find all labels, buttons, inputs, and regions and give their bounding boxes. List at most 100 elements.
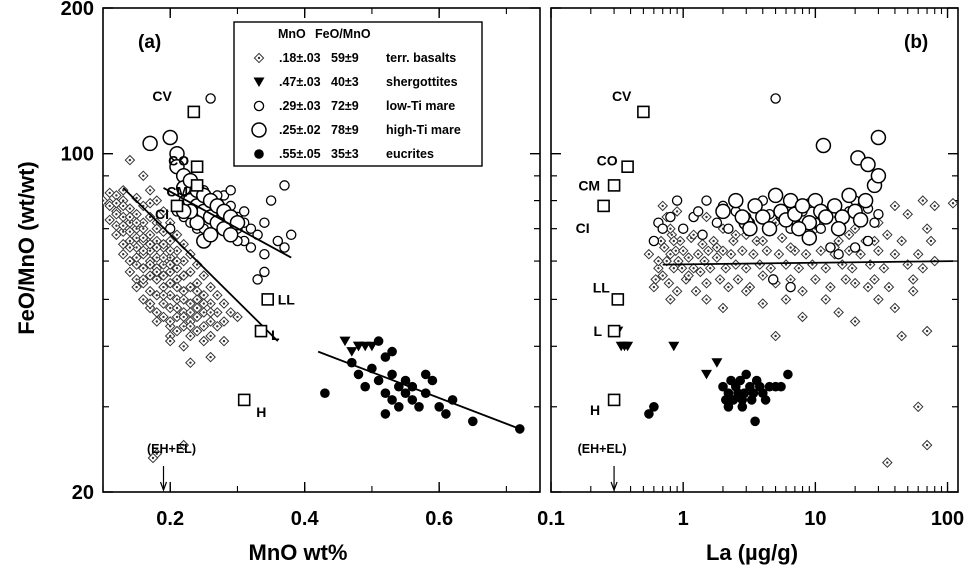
data-point-diamond-dot <box>164 277 176 289</box>
data-point-circle-filled <box>427 375 438 386</box>
data-point-diamond-dot <box>780 294 792 305</box>
data-point-diamond-dot <box>178 311 190 323</box>
data-point-circle-filled <box>737 402 748 412</box>
data-point-diamond-dot <box>178 294 190 305</box>
data-point-diamond-dot <box>896 235 908 247</box>
legend-mno: .25±.02 <box>279 123 321 137</box>
data-point-diamond-dot <box>661 255 673 267</box>
data-point-diamond-dot <box>704 262 716 274</box>
data-point-diamond-dot <box>878 262 890 274</box>
data-point-circle-small <box>225 185 236 196</box>
panel-b-label: (b) <box>904 32 928 53</box>
data-point-circle-small <box>825 242 836 253</box>
data-point-circle-small <box>205 93 216 104</box>
panel-a-label: (a) <box>138 32 161 53</box>
data-point-diamond-dot <box>124 154 136 166</box>
data-point-diamond-dot <box>657 200 669 212</box>
data-point-diamond-dot <box>198 270 210 281</box>
data-point-diamond-dot <box>670 245 682 257</box>
chondrite-label: CI <box>576 220 590 236</box>
data-point-diamond-dot <box>820 262 832 274</box>
data-point-diamond-dot <box>702 245 714 257</box>
data-point-diamond-dot <box>896 330 908 342</box>
chondrite-marker <box>254 324 268 338</box>
data-point-circle-large <box>162 129 178 146</box>
data-point-diamond-dot <box>683 270 694 281</box>
data-point-diamond-dot <box>671 285 683 297</box>
data-point-diamond-dot <box>103 195 109 206</box>
data-point-circle-small <box>697 229 708 241</box>
data-point-diamond-dot <box>191 302 203 314</box>
data-point-circle-filled <box>748 388 759 398</box>
data-point-circle-filled <box>741 369 751 380</box>
legend-rows: .18±.03 59±9 terr. basalts .47±.03 40±3 sherg… <box>251 51 461 161</box>
data-point-circle-small <box>238 206 250 217</box>
data-point-diamond-dot <box>643 248 655 260</box>
chondrite-marker <box>190 179 204 192</box>
data-point-diamond-dot <box>677 245 689 257</box>
data-point-diamond-dot <box>124 255 136 267</box>
data-point-circle-small <box>272 235 284 247</box>
legend-label: high-Ti mare <box>386 123 461 137</box>
legend-mno: .47±.03 <box>279 75 321 89</box>
data-point-circle-filled <box>394 402 404 412</box>
data-point-circle-small <box>657 223 668 234</box>
data-point-circle-small <box>723 223 734 234</box>
data-point-diamond-dot <box>748 248 759 260</box>
data-point-circle-large <box>761 220 778 237</box>
data-point-diamond-dot <box>137 294 149 305</box>
eh-el-arrow-head <box>610 481 618 492</box>
legend-box <box>233 21 483 167</box>
legend-feo-mno: 59±9 <box>331 51 359 65</box>
data-point-circle-small <box>252 274 263 285</box>
data-point-diamond-dot <box>810 274 821 285</box>
data-point-diamond-dot <box>185 320 196 332</box>
data-point-diamond-dot <box>807 259 818 270</box>
y-tick-label: 20 <box>72 482 94 504</box>
data-point-circle-filled <box>750 416 760 427</box>
eh-el-note: (EH+EL) <box>147 442 196 456</box>
data-point-triangle-down <box>668 341 680 352</box>
data-point-diamond-dot <box>740 285 752 297</box>
data-point-circle-large <box>857 192 874 209</box>
data-point-diamond-dot <box>668 262 680 274</box>
trend-line <box>163 187 292 259</box>
legend-mno: .55±.05 <box>279 147 321 161</box>
trend-line <box>317 350 521 430</box>
legend-feo-mno: 72±9 <box>331 99 359 113</box>
data-point-diamond-dot <box>218 335 230 347</box>
data-point-diamond-dot <box>205 281 216 293</box>
data-point-diamond-dot <box>232 311 243 323</box>
data-point-circle-filled <box>728 395 739 405</box>
data-point-diamond-dot <box>921 439 933 451</box>
chondrite-marker <box>170 199 184 213</box>
data-point-diamond-dot <box>855 248 866 260</box>
data-point-diamond-dot <box>131 252 142 263</box>
data-point-diamond-dot <box>158 252 169 263</box>
data-point-circle-filled <box>468 416 478 427</box>
data-point-diamond-dot <box>889 200 901 212</box>
data-point-diamond-dot <box>211 320 223 332</box>
data-point-diamond-dot <box>797 285 808 297</box>
data-point-circle-filled <box>407 395 418 405</box>
data-point-diamond-dot <box>683 252 694 263</box>
chondrite-marker <box>637 105 650 119</box>
data-point-diamond-dot <box>158 311 169 323</box>
data-point-circle-small <box>767 274 779 285</box>
chondrite-label: H <box>590 402 600 418</box>
data-point-diamond-dot <box>793 262 805 274</box>
data-point-diamond-dot <box>191 325 203 337</box>
data-point-diamond-dot <box>754 259 766 270</box>
legend-header-mno: MnO <box>278 27 306 41</box>
data-point-diamond-dot <box>692 248 704 260</box>
data-point-diamond-dot <box>117 184 129 196</box>
panel-a-x-axis-label: MnO wt% <box>249 540 348 565</box>
data-point-diamond-dot <box>815 245 827 257</box>
data-point-circle-filled <box>360 381 370 392</box>
data-point-circle-filled <box>400 375 411 386</box>
data-point-diamond-dot <box>797 311 808 323</box>
legend-mno: .29±.03 <box>279 99 321 113</box>
chondrite-label: CV <box>152 88 172 104</box>
y-axis-label: FeO/MnO (wt/wt) <box>14 161 39 335</box>
data-point-diamond-dot <box>740 262 752 274</box>
